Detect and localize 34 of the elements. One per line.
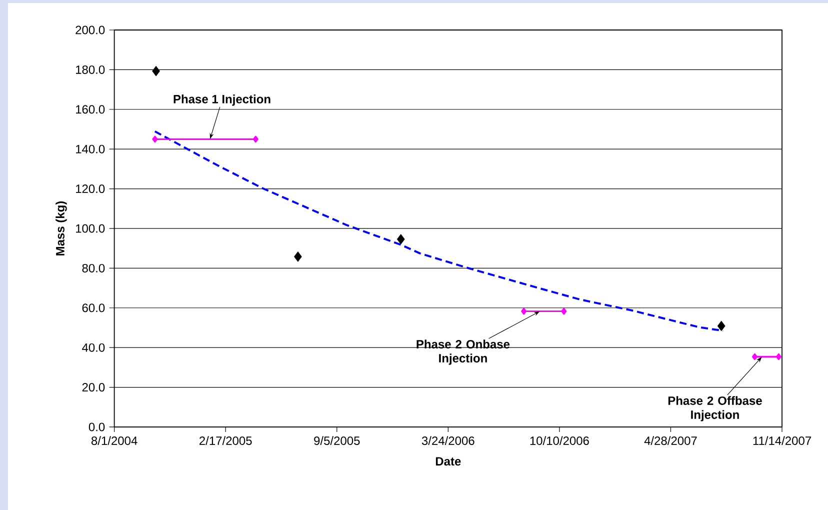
annotation: Phase 2 Offbase Injection — [668, 396, 762, 422]
point — [152, 66, 160, 76]
x-tick-label: 10/10/2006 — [530, 436, 589, 446]
y-tick-label: 180.0 — [76, 65, 105, 74]
point — [152, 136, 158, 143]
x-tick-label: 8/1/2004 — [91, 436, 138, 446]
point — [294, 251, 302, 262]
annotation: Phase 2 Onbase Injection — [416, 340, 510, 365]
y-axis-title: Mass (kg) — [56, 201, 67, 256]
y-tick-label: 140.0 — [76, 144, 105, 154]
point — [717, 320, 726, 332]
y-tick-label: 40.0 — [82, 343, 105, 352]
x-tick-label: 2/17/2005 — [200, 436, 252, 446]
y-tick-label: 200.0 — [76, 26, 105, 34]
point — [252, 136, 258, 143]
x-tick-label: 9/5/2005 — [314, 436, 360, 446]
point — [776, 353, 782, 360]
y-tick-label: 0.0 — [88, 422, 105, 432]
y-tick-label: 160.0 — [76, 105, 105, 114]
point — [752, 353, 758, 360]
annotation: Phase 1 Injection — [174, 94, 270, 106]
x-tick-label: 11/14/2007 — [753, 436, 811, 446]
x-tick-label: 4/28/2007 — [644, 436, 697, 446]
point — [396, 234, 405, 244]
x-axis-title: Date — [436, 457, 461, 466]
y-tick-label: 100.0 — [76, 224, 105, 233]
point — [521, 308, 527, 315]
y-tick-label: 60.0 — [82, 304, 105, 312]
y-tick-label: 80.0 — [82, 264, 105, 272]
y-tick-label: 120.0 — [76, 184, 105, 194]
x-tick-label: 3/24/2006 — [422, 436, 474, 446]
point — [561, 308, 567, 315]
line-series — [154, 130, 724, 332]
y-tick-label: 20.0 — [82, 383, 105, 392]
